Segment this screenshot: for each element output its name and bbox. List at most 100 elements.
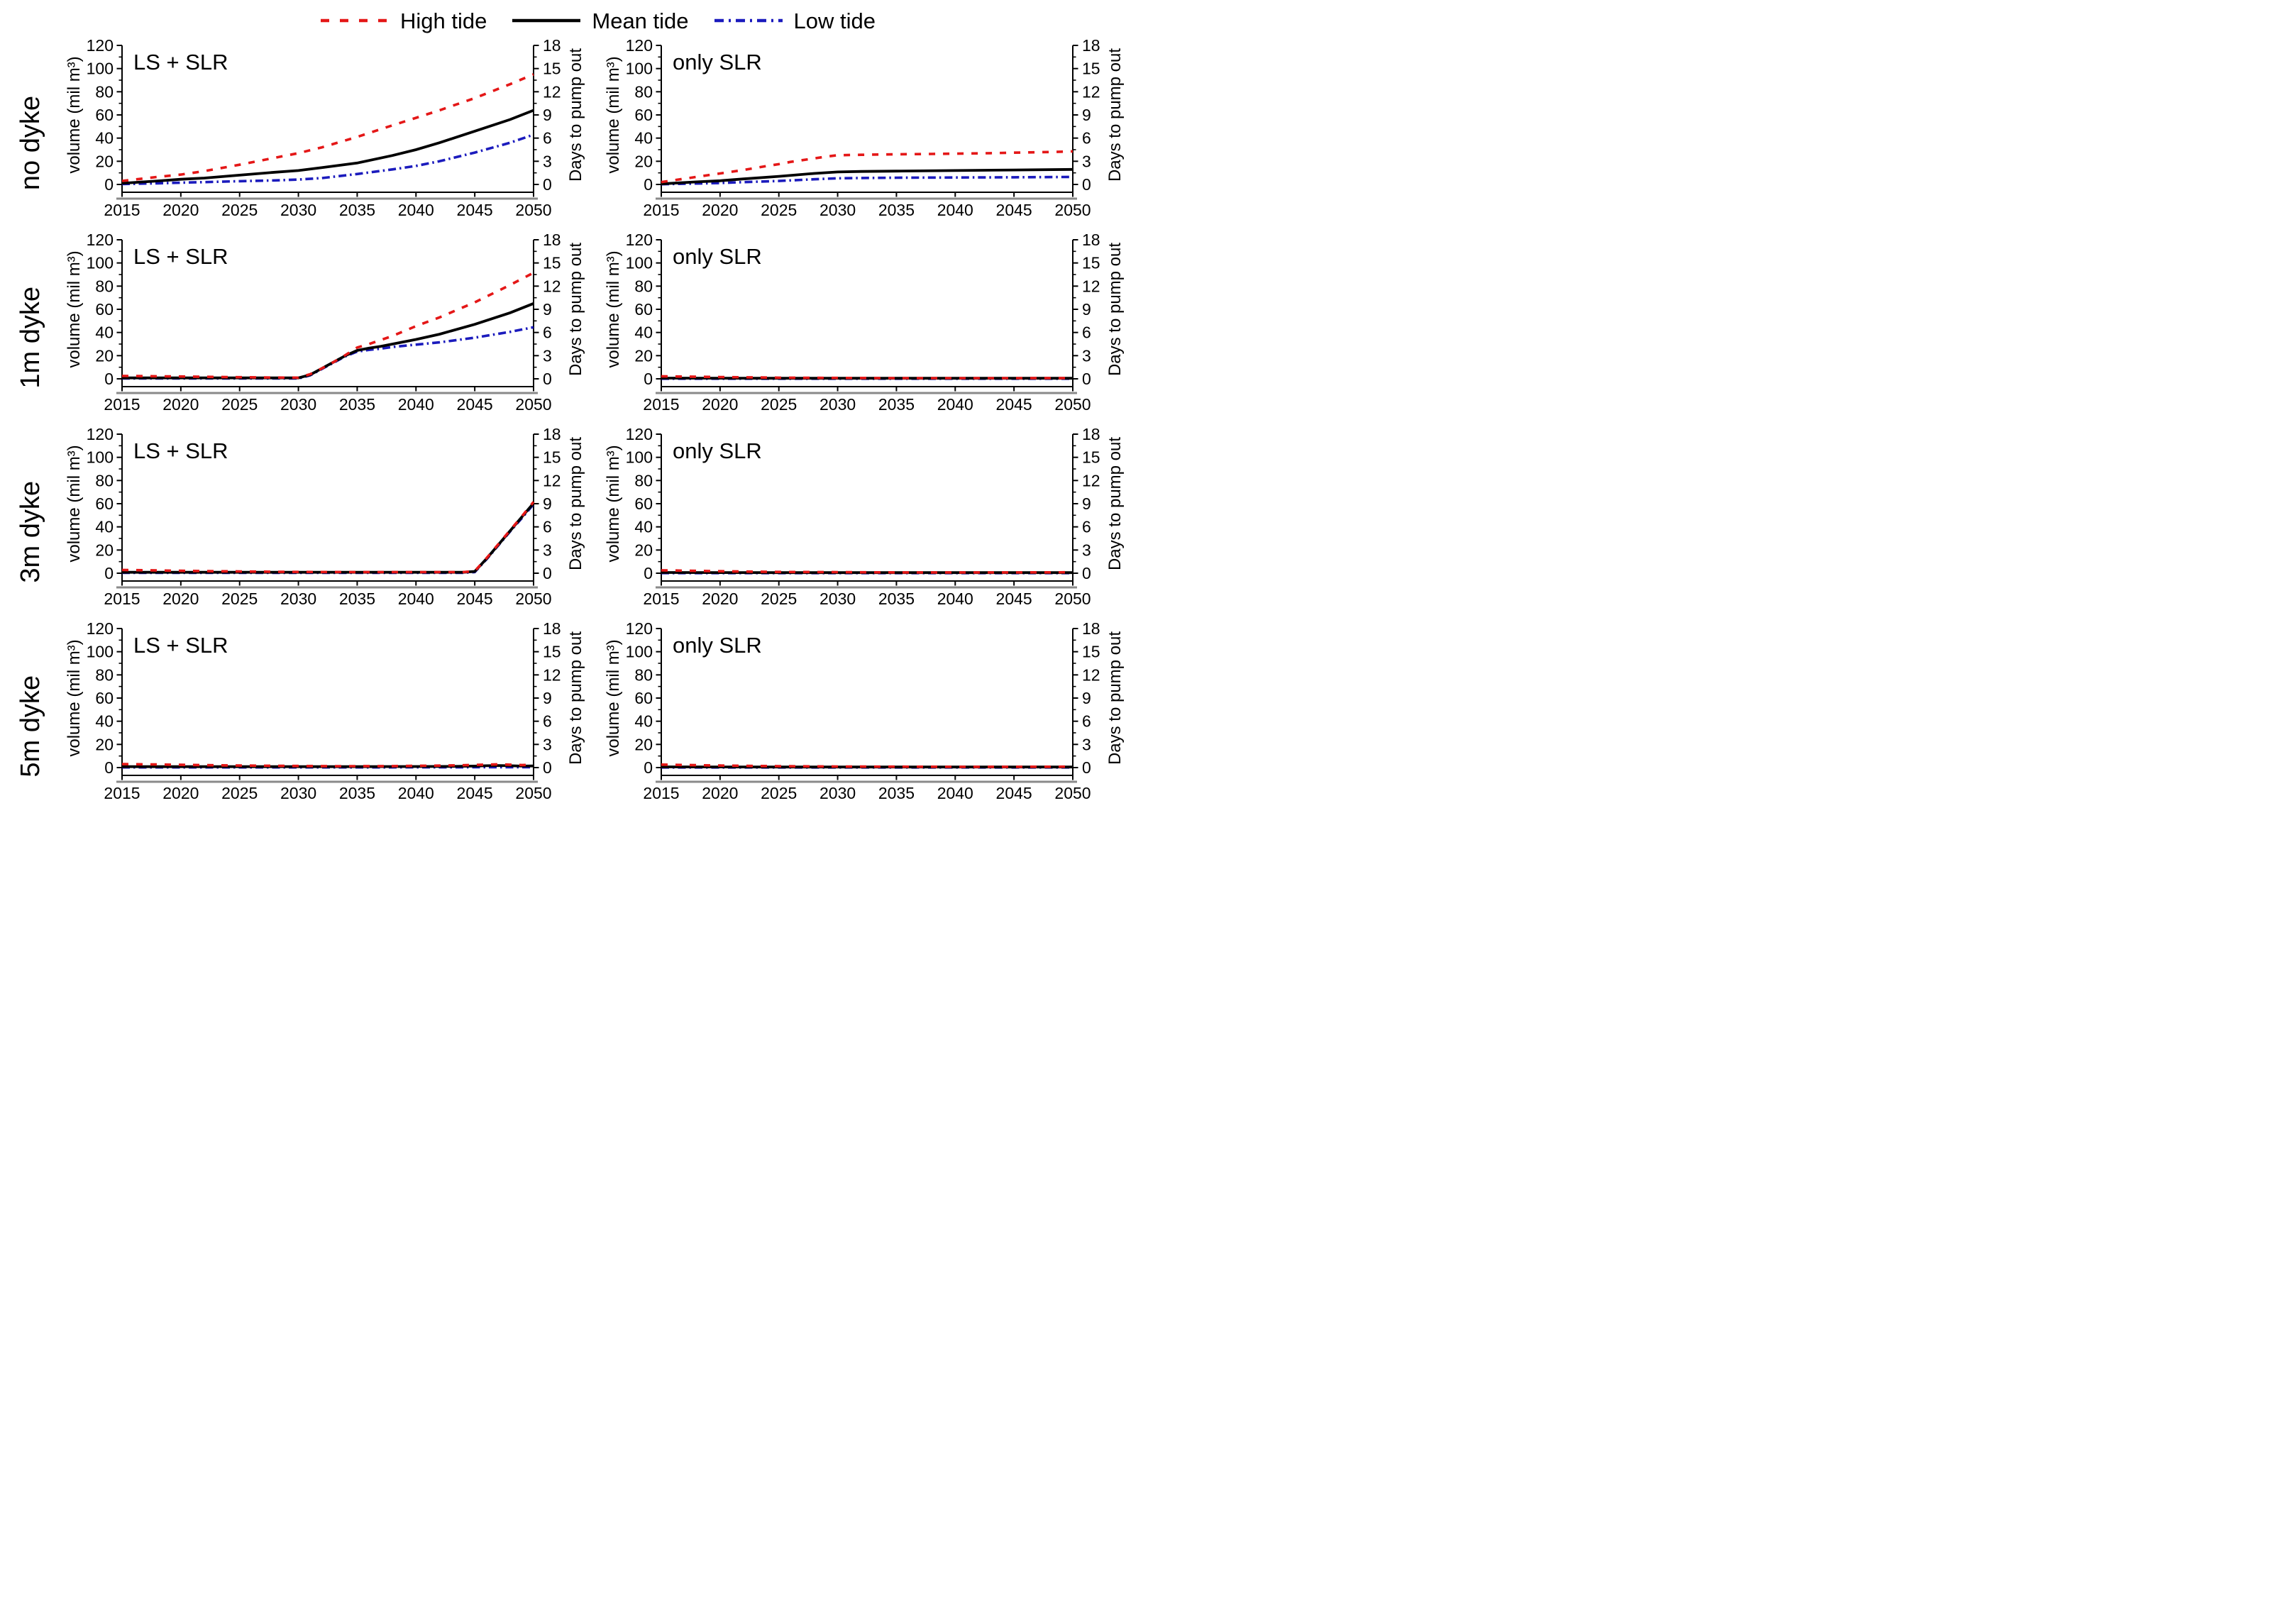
y-right-axis: 0 3 6 9 12 15 18 Days to pump out bbox=[1073, 233, 1125, 388]
plot-frame bbox=[661, 629, 1074, 776]
svg-text:20: 20 bbox=[634, 541, 653, 559]
plot-frame bbox=[661, 45, 1074, 193]
svg-text:120: 120 bbox=[87, 621, 114, 638]
svg-text:2015: 2015 bbox=[104, 395, 140, 414]
y-right-axis: 0 3 6 9 12 15 18 Days to pump out bbox=[534, 621, 585, 777]
svg-text:120: 120 bbox=[626, 38, 653, 55]
series-high-tide-line bbox=[661, 569, 1074, 574]
svg-text:18: 18 bbox=[1082, 38, 1100, 55]
y-right-axis: 0 3 6 9 12 15 18 Days to pump out bbox=[534, 38, 585, 194]
svg-text:0: 0 bbox=[543, 370, 552, 388]
svg-text:2030: 2030 bbox=[819, 590, 856, 608]
svg-text:2040: 2040 bbox=[937, 201, 973, 219]
svg-text:9: 9 bbox=[543, 494, 552, 513]
series-low-tide-line bbox=[122, 503, 535, 575]
svg-text:9: 9 bbox=[543, 106, 552, 124]
svg-text:2050: 2050 bbox=[515, 201, 551, 219]
y-left-axis-label: volume (mil m³) bbox=[65, 56, 84, 173]
svg-text:6: 6 bbox=[1082, 323, 1091, 342]
svg-text:12: 12 bbox=[1082, 82, 1100, 101]
plot-frame bbox=[121, 629, 534, 776]
svg-text:0: 0 bbox=[104, 175, 114, 194]
svg-text:120: 120 bbox=[87, 38, 114, 55]
subplot-title: only SLR bbox=[673, 438, 762, 463]
svg-text:0: 0 bbox=[543, 175, 552, 194]
svg-text:12: 12 bbox=[1082, 665, 1100, 684]
svg-text:2025: 2025 bbox=[221, 784, 258, 802]
svg-text:2040: 2040 bbox=[937, 784, 973, 802]
svg-text:80: 80 bbox=[634, 665, 653, 684]
svg-text:120: 120 bbox=[626, 233, 653, 249]
svg-text:2025: 2025 bbox=[761, 784, 797, 802]
svg-text:40: 40 bbox=[634, 518, 653, 536]
subplot-3m-dyke-only-slr: only SLR 0 20 40 60 80 100 120 volume (mil m³) 0… bbox=[602, 427, 1135, 613]
mean-tide-line-sample bbox=[512, 18, 581, 23]
low-tide-line-sample bbox=[714, 18, 783, 23]
svg-text:9: 9 bbox=[1082, 494, 1091, 513]
x-axis: 2015 2020 2025 2030 2035 2040 2045 2050 bbox=[104, 775, 552, 802]
svg-text:100: 100 bbox=[626, 60, 653, 78]
svg-text:2015: 2015 bbox=[643, 201, 679, 219]
svg-text:18: 18 bbox=[1082, 233, 1100, 249]
svg-text:18: 18 bbox=[543, 621, 561, 638]
svg-text:2035: 2035 bbox=[878, 201, 915, 219]
svg-text:2040: 2040 bbox=[937, 395, 973, 414]
series-high-tide-line bbox=[121, 73, 534, 182]
svg-text:2020: 2020 bbox=[162, 395, 199, 414]
svg-text:80: 80 bbox=[634, 471, 653, 489]
y-right-axis: 0 3 6 9 12 15 18 Days to pump out bbox=[1073, 427, 1125, 582]
x-axis: 2015 2020 2025 2030 2035 2040 2045 2050 bbox=[643, 775, 1091, 802]
svg-text:6: 6 bbox=[1082, 712, 1091, 731]
legend-item-high-tide: High tide bbox=[319, 10, 487, 32]
svg-text:2015: 2015 bbox=[104, 784, 140, 802]
svg-text:9: 9 bbox=[1082, 689, 1091, 707]
svg-text:2030: 2030 bbox=[280, 590, 316, 608]
svg-text:2035: 2035 bbox=[339, 590, 375, 608]
series-mean-tide-line bbox=[121, 109, 534, 185]
svg-text:2045: 2045 bbox=[457, 784, 493, 802]
series-high-tide-line bbox=[121, 271, 534, 380]
series-low-tide-line bbox=[122, 326, 534, 380]
plot-frame bbox=[661, 240, 1074, 387]
subplot-title: LS + SLR bbox=[133, 244, 228, 269]
svg-text:2020: 2020 bbox=[702, 395, 738, 414]
svg-text:2050: 2050 bbox=[515, 590, 551, 608]
svg-text:2020: 2020 bbox=[162, 201, 199, 219]
svg-text:2015: 2015 bbox=[643, 784, 679, 802]
plot-frame bbox=[121, 45, 534, 193]
svg-text:2015: 2015 bbox=[104, 590, 140, 608]
svg-text:2035: 2035 bbox=[339, 784, 375, 802]
svg-text:6: 6 bbox=[1082, 518, 1091, 536]
svg-text:6: 6 bbox=[543, 129, 552, 148]
svg-text:60: 60 bbox=[95, 689, 114, 707]
svg-text:20: 20 bbox=[634, 735, 653, 753]
svg-text:60: 60 bbox=[634, 494, 653, 513]
row-label-no-dyke: no dyke bbox=[15, 96, 45, 191]
high-tide-line-sample bbox=[321, 18, 390, 23]
y-right-axis-label: Days to pump out bbox=[566, 243, 585, 376]
y-left-axis-label: volume (mil m³) bbox=[604, 250, 623, 367]
series-high-tide-line bbox=[661, 375, 1074, 380]
svg-text:20: 20 bbox=[95, 346, 114, 365]
svg-text:80: 80 bbox=[95, 82, 114, 101]
svg-text:2050: 2050 bbox=[1054, 784, 1091, 802]
svg-text:2020: 2020 bbox=[702, 201, 738, 219]
svg-text:15: 15 bbox=[543, 448, 561, 467]
svg-text:120: 120 bbox=[87, 427, 114, 443]
svg-text:2025: 2025 bbox=[761, 201, 797, 219]
svg-text:6: 6 bbox=[543, 518, 552, 536]
subplot-title: LS + SLR bbox=[133, 50, 228, 74]
svg-text:2025: 2025 bbox=[761, 395, 797, 414]
svg-text:18: 18 bbox=[1082, 621, 1100, 638]
subplot-1m-dyke-only-slr: only SLR 0 20 40 60 80 100 120 volume (mil m³) 0… bbox=[602, 233, 1135, 419]
plot-frame bbox=[121, 240, 534, 387]
svg-text:120: 120 bbox=[626, 621, 653, 638]
svg-text:2025: 2025 bbox=[221, 201, 258, 219]
